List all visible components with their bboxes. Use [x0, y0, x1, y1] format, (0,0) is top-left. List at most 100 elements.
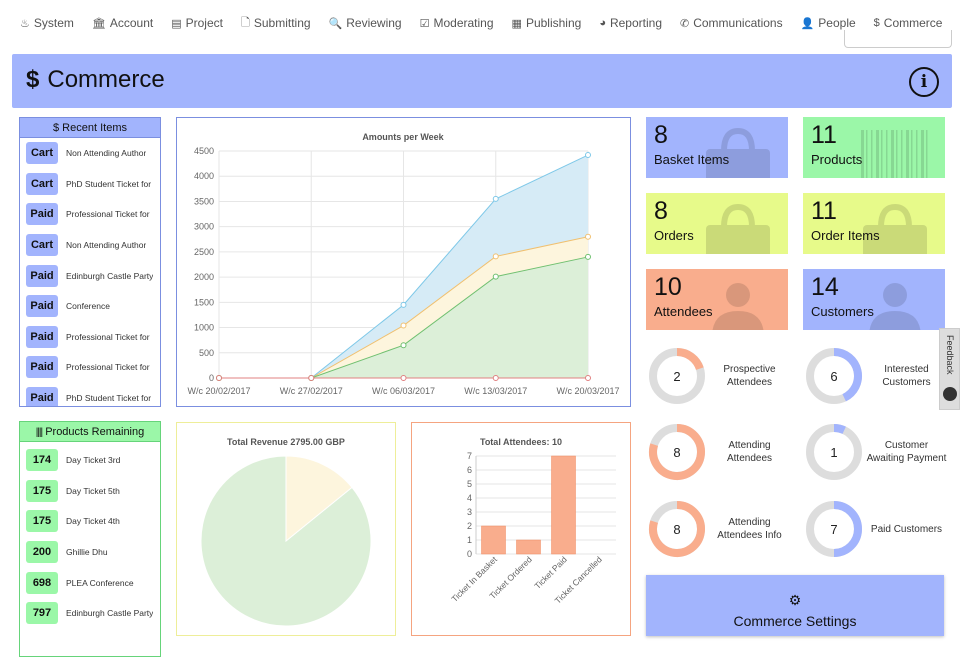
- donut-stat-paid-customers[interactable]: 7 Paid Customers: [803, 498, 948, 560]
- recent-item[interactable]: Cart Non Attending Author: [20, 138, 160, 169]
- nav-submitting[interactable]: 🗋 Submitting: [241, 14, 311, 33]
- product-remaining-item[interactable]: 200 Ghillie Dhu: [20, 537, 160, 568]
- recent-item[interactable]: Cart PhD Student Ticket for: [20, 169, 160, 200]
- info-icon[interactable]: i: [909, 67, 939, 97]
- stat-tile-customers[interactable]: 14 Customers: [803, 269, 945, 330]
- donut-ring: 2: [649, 348, 705, 404]
- data-point: [585, 233, 591, 240]
- x-tick-label: W/c 27/02/2017: [280, 386, 343, 396]
- dollar-icon: $: [26, 66, 40, 93]
- recent-item[interactable]: Paid Professional Ticket for: [20, 199, 160, 230]
- donut-stat-interested-customers[interactable]: 6 Interested Customers: [803, 345, 948, 407]
- x-tick-label: W/c 20/02/2017: [187, 386, 250, 396]
- product-remaining-item[interactable]: 698 PLEA Conference: [20, 567, 160, 598]
- data-point: [400, 375, 407, 381]
- recent-items-title: $ Recent Items: [20, 118, 160, 138]
- donut-stat-customer-awaiting-payment[interactable]: 1 Customer Awaiting Payment: [803, 421, 948, 483]
- barcode-icon: [855, 125, 935, 178]
- pie-chart-icon: ◕: [599, 17, 606, 29]
- donut-arc: [833, 348, 862, 402]
- recent-item[interactable]: Paid Professional Ticket for: [20, 352, 160, 383]
- donut-value: 6: [830, 369, 837, 384]
- nav-label: Communications: [693, 16, 783, 30]
- recent-items-list: Cart Non Attending Author Cart PhD Student …: [20, 138, 160, 406]
- y-tick-label: 6: [467, 465, 472, 475]
- feedback-icon: [943, 387, 957, 401]
- y-tick-label: 0: [209, 373, 214, 383]
- product-remaining-item[interactable]: 175 Day Ticket 4th: [20, 506, 160, 537]
- donut-value: 2: [673, 369, 680, 384]
- y-tick-label: 2500: [194, 247, 214, 257]
- nav-people[interactable]: 👤 People: [801, 16, 856, 30]
- nav-reviewing[interactable]: 🔍 Reviewing: [329, 16, 402, 30]
- total-attendees-chart: Total Attendees: 10 0 1 2 3 4 5 6 7 Ticket In Bas…: [411, 422, 631, 636]
- recent-item[interactable]: Paid Edinburgh Castle Party: [20, 260, 160, 291]
- y-tick-label: 500: [199, 348, 214, 358]
- commerce-settings-label: Commerce Settings: [733, 613, 857, 629]
- nav-publishing[interactable]: ▦ Publishing: [512, 16, 582, 30]
- nav-label: Commerce: [883, 16, 943, 30]
- nav-label: Reporting: [609, 16, 662, 30]
- recent-item[interactable]: Paid Conference: [20, 291, 160, 322]
- chart-title: Total Revenue 2795.00 GBP: [227, 437, 345, 447]
- recent-item[interactable]: Paid Professional Ticket for: [20, 322, 160, 353]
- stat-value: 11: [811, 197, 837, 225]
- checkbox-icon: ☑: [419, 17, 430, 30]
- commerce-settings-button[interactable]: ⚙ Commerce Settings: [646, 575, 944, 636]
- nav-moderating[interactable]: ☑ Moderating: [420, 16, 494, 30]
- nav-label: Moderating: [433, 16, 494, 30]
- search-box[interactable]: [844, 30, 952, 48]
- product-remaining-item[interactable]: 797 Edinburgh Castle Party: [20, 598, 160, 629]
- donut-arc: [676, 348, 704, 371]
- products-remaining-header: |||| Products Remaining: [20, 422, 160, 442]
- stat-tile-orders[interactable]: 8 Orders: [646, 193, 788, 254]
- status-badge: Cart: [26, 172, 58, 195]
- stat-label: Attendees: [654, 304, 713, 319]
- donut-arc: [833, 501, 862, 557]
- nav-commerce[interactable]: $ Commerce: [874, 16, 943, 30]
- count-badge: 175: [26, 510, 58, 533]
- count-badge: 174: [26, 449, 58, 472]
- data-point: [400, 322, 407, 329]
- status-badge: Paid: [26, 387, 58, 406]
- bar-ticket-in-basket: [481, 525, 506, 555]
- chart-title: Amounts per Week: [362, 132, 444, 142]
- y-tick-label: 4500: [194, 146, 214, 156]
- product-remaining-item[interactable]: 174 Day Ticket 3rd: [20, 445, 160, 476]
- recent-item[interactable]: Cart Non Attending Author: [20, 230, 160, 261]
- recent-item-text: Non Attending Author: [66, 148, 147, 159]
- donut-ring: 1: [806, 424, 862, 480]
- nav-reporting[interactable]: ◕ Reporting: [599, 16, 662, 30]
- stat-tile-order-items[interactable]: 11 Order Items: [803, 193, 945, 254]
- stat-tile-basket-items[interactable]: 8 Basket Items: [646, 117, 788, 178]
- page-header: $ Commerce i: [12, 54, 952, 108]
- document-icon: 🗋: [240, 16, 250, 29]
- nav-account[interactable]: 🏛 Account: [92, 16, 153, 30]
- data-point: [585, 253, 591, 260]
- recent-item[interactable]: Paid PhD Student Ticket for: [20, 383, 160, 406]
- recent-item-text: Conference: [66, 301, 110, 312]
- nav-project[interactable]: ▤ Project: [171, 16, 223, 30]
- stat-tile-attendees[interactable]: 10 Attendees: [646, 269, 788, 330]
- stat-label: Orders: [654, 228, 694, 243]
- book-icon: ▤: [171, 17, 182, 30]
- x-tick-label: Ticket Paid: [532, 554, 569, 591]
- status-badge: Paid: [26, 203, 58, 226]
- user-icon: [698, 277, 778, 330]
- data-point: [400, 342, 407, 349]
- bar-ticket-paid: [551, 455, 576, 555]
- donut-ring: 8: [649, 424, 705, 480]
- donut-stat-attending-attendees-info[interactable]: 8 Attending Attendees Info: [646, 498, 791, 560]
- nav-system[interactable]: ♨ System: [20, 16, 74, 30]
- recent-item-text: PhD Student Ticket for: [66, 178, 152, 189]
- products-remaining-title: Products Remaining: [45, 426, 145, 438]
- nav-label: Publishing: [525, 16, 582, 30]
- stat-tile-products[interactable]: 11 Products: [803, 117, 945, 178]
- feedback-tab[interactable]: Feedback: [939, 328, 960, 410]
- donut-stat-prospective-attendees[interactable]: 2 Prospective Attendees: [646, 345, 791, 407]
- product-remaining-item[interactable]: 175 Day Ticket 5th: [20, 476, 160, 507]
- nav-communications[interactable]: ✆ Communications: [680, 16, 783, 30]
- data-point: [400, 301, 407, 308]
- donut-stat-attending-attendees[interactable]: 8 Attending Attendees: [646, 421, 791, 483]
